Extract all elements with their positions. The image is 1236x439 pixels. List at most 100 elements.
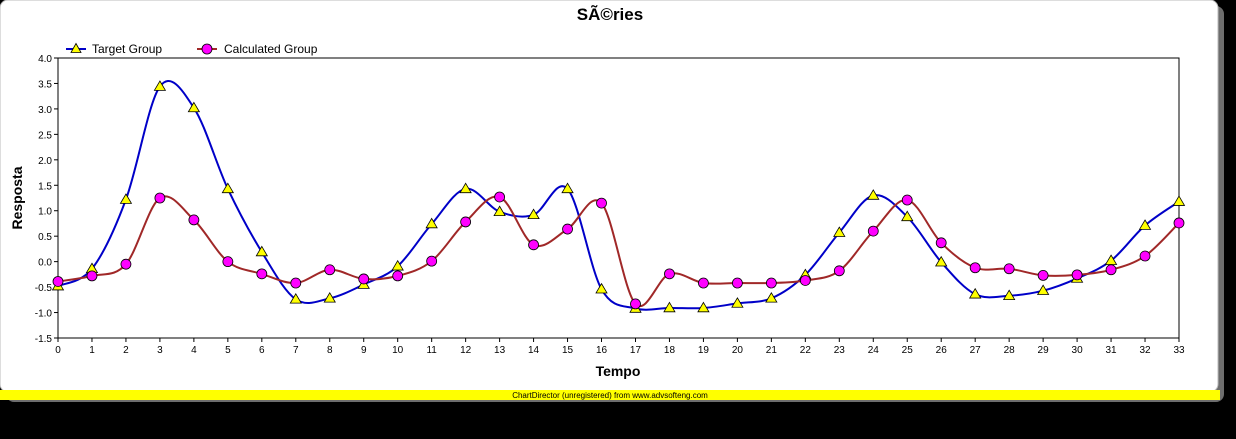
data-point-target-group (221, 182, 235, 194)
x-tick-label: 15 (562, 345, 574, 356)
data-point-target-group (119, 193, 133, 204)
x-tick-label: 1 (89, 345, 95, 356)
data-point-calculated-group (1003, 263, 1015, 275)
x-tick-label: 0 (55, 345, 61, 356)
data-point-calculated-group (52, 276, 64, 287)
data-point-calculated-group (86, 270, 98, 282)
data-point-calculated-group (324, 264, 336, 276)
data-point-target-group (663, 301, 676, 313)
x-tick-label: 32 (1139, 345, 1151, 356)
x-tick-label: 14 (528, 345, 540, 356)
data-point-calculated-group (1037, 269, 1049, 281)
data-point-target-group (459, 182, 472, 194)
data-point-target-group (1036, 284, 1050, 295)
data-point-target-group (765, 292, 778, 303)
data-point-calculated-group (1071, 269, 1083, 281)
x-tick-label: 6 (259, 345, 265, 356)
data-point-calculated-group (290, 277, 302, 289)
x-tick-label: 9 (361, 345, 367, 356)
y-tick-label: 2.5 (38, 130, 52, 141)
data-point-target-group (968, 287, 982, 299)
x-tick-label: 19 (698, 345, 710, 356)
y-tick-label: -1.0 (35, 309, 53, 320)
x-tick-label: 24 (868, 345, 880, 356)
data-point-calculated-group (188, 214, 200, 226)
x-tick-label: 25 (902, 345, 914, 356)
data-point-target-group (697, 301, 710, 313)
data-point-target-group (391, 259, 404, 271)
data-point-calculated-group (731, 277, 743, 289)
data-point-calculated-group (1173, 217, 1185, 229)
y-tick-label: -0.5 (35, 283, 53, 294)
x-axis: 0 1 2 3 4 5 6 7 8 9 10 11 12 13 14 15 16 17 18 19 20 21 22 23 24… (55, 338, 1185, 356)
data-point-calculated-group (867, 225, 879, 237)
x-axis-title: Tempo (596, 363, 641, 379)
data-point-calculated-group (528, 239, 539, 251)
legend-item-target-group: Target Group (66, 42, 162, 56)
y-tick-label: 3.5 (38, 79, 52, 90)
data-point-calculated-group (358, 273, 370, 285)
data-point-target-group (289, 293, 302, 304)
x-tick-label: 21 (766, 345, 778, 356)
data-point-target-group (493, 205, 506, 216)
data-point-calculated-group (222, 256, 234, 268)
data-point-target-group (527, 208, 540, 220)
series-line-calculated-group (57, 195, 1180, 308)
x-tick-label: 29 (1038, 345, 1050, 356)
y-tick-label: 4.0 (38, 54, 52, 65)
data-point-calculated-group (1139, 250, 1151, 262)
data-point-target-group (323, 292, 336, 303)
x-tick-label: 3 (157, 345, 163, 356)
y-tick-label: 1.0 (38, 207, 52, 218)
data-point-calculated-group (765, 277, 777, 289)
x-tick-label: 7 (293, 345, 299, 356)
y-tick-label: 3.0 (38, 105, 52, 116)
data-point-target-group (1172, 195, 1186, 206)
x-tick-label: 27 (970, 345, 982, 356)
data-point-calculated-group (664, 268, 675, 280)
y-tick-label: -1.5 (35, 334, 53, 345)
data-point-calculated-group (630, 298, 641, 310)
data-point-target-group (153, 80, 167, 91)
data-point-calculated-group (256, 268, 268, 280)
data-point-target-group (1138, 219, 1152, 230)
y-tick-label: 0.5 (38, 232, 52, 243)
legend: Target Group Calculated Group (66, 42, 318, 56)
data-point-calculated-group (1105, 264, 1117, 276)
data-point-calculated-group (494, 191, 506, 203)
data-point-calculated-group (426, 255, 438, 267)
series-layer (51, 80, 1186, 313)
data-point-calculated-group (698, 277, 709, 289)
data-point-calculated-group (935, 237, 947, 249)
x-tick-label: 12 (460, 345, 472, 356)
x-tick-label: 23 (834, 345, 846, 356)
y-axis-title: Resposta (9, 166, 25, 229)
x-tick-label: 17 (630, 345, 642, 356)
data-point-calculated-group (969, 262, 981, 274)
x-tick-label: 31 (1105, 345, 1117, 356)
legend-label-target: Target Group (92, 42, 162, 56)
chart-title: SÃ©ries (577, 4, 643, 24)
x-tick-label: 4 (191, 345, 197, 356)
data-point-calculated-group (596, 197, 607, 209)
y-tick-label: 0.0 (38, 258, 52, 269)
data-point-target-group (255, 245, 269, 257)
data-point-calculated-group (120, 258, 132, 270)
x-tick-label: 20 (732, 345, 744, 356)
y-tick-label: 2.0 (38, 156, 52, 167)
data-point-calculated-group (833, 265, 845, 277)
data-point-target-group (731, 297, 744, 308)
data-point-target-group (867, 189, 880, 200)
data-point-target-group (561, 182, 574, 194)
data-point-target-group (901, 210, 914, 222)
data-point-calculated-group (901, 194, 913, 206)
legend-label-calculated: Calculated Group (224, 42, 318, 56)
plot-area (57, 57, 1180, 339)
data-point-calculated-group (460, 216, 472, 228)
data-point-target-group (425, 217, 438, 229)
data-point-target-group (187, 101, 201, 113)
data-point-target-group (833, 226, 846, 237)
data-point-target-group (595, 282, 608, 294)
x-tick-label: 10 (392, 345, 404, 356)
